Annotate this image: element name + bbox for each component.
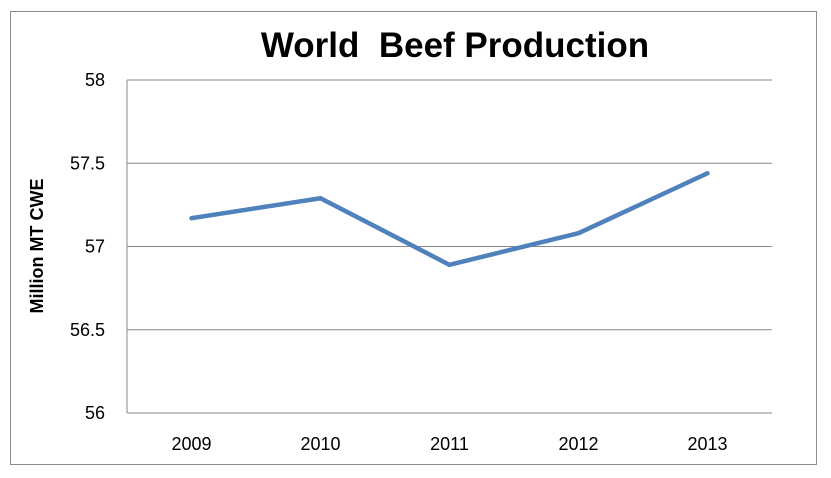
x-tick-label: 2009: [171, 434, 211, 454]
series-group: [189, 170, 710, 268]
y-axis-title: Million MT CWE: [27, 179, 47, 314]
y-tick-label: 56: [85, 403, 105, 423]
y-tick-label: 57.5: [70, 153, 105, 173]
x-tick-label: 2013: [687, 434, 727, 454]
x-tick-label: 2011: [430, 434, 469, 454]
series-line: [189, 170, 710, 268]
chart-frame: [10, 11, 817, 465]
y-tick-label: 56.5: [70, 320, 105, 340]
gridlines: [127, 79, 772, 414]
x-tick-label: 2012: [558, 434, 598, 454]
chart-title: World Beef Production: [261, 26, 649, 65]
y-tick-label: 57: [85, 237, 105, 257]
y-tick-labels: 56 56.5 57 57.5 58: [70, 70, 105, 423]
y-tick-label: 58: [85, 70, 105, 90]
x-tick-label: 2010: [300, 434, 340, 454]
x-tick-labels: 2009 2010 2011 2012 2013: [171, 434, 727, 454]
